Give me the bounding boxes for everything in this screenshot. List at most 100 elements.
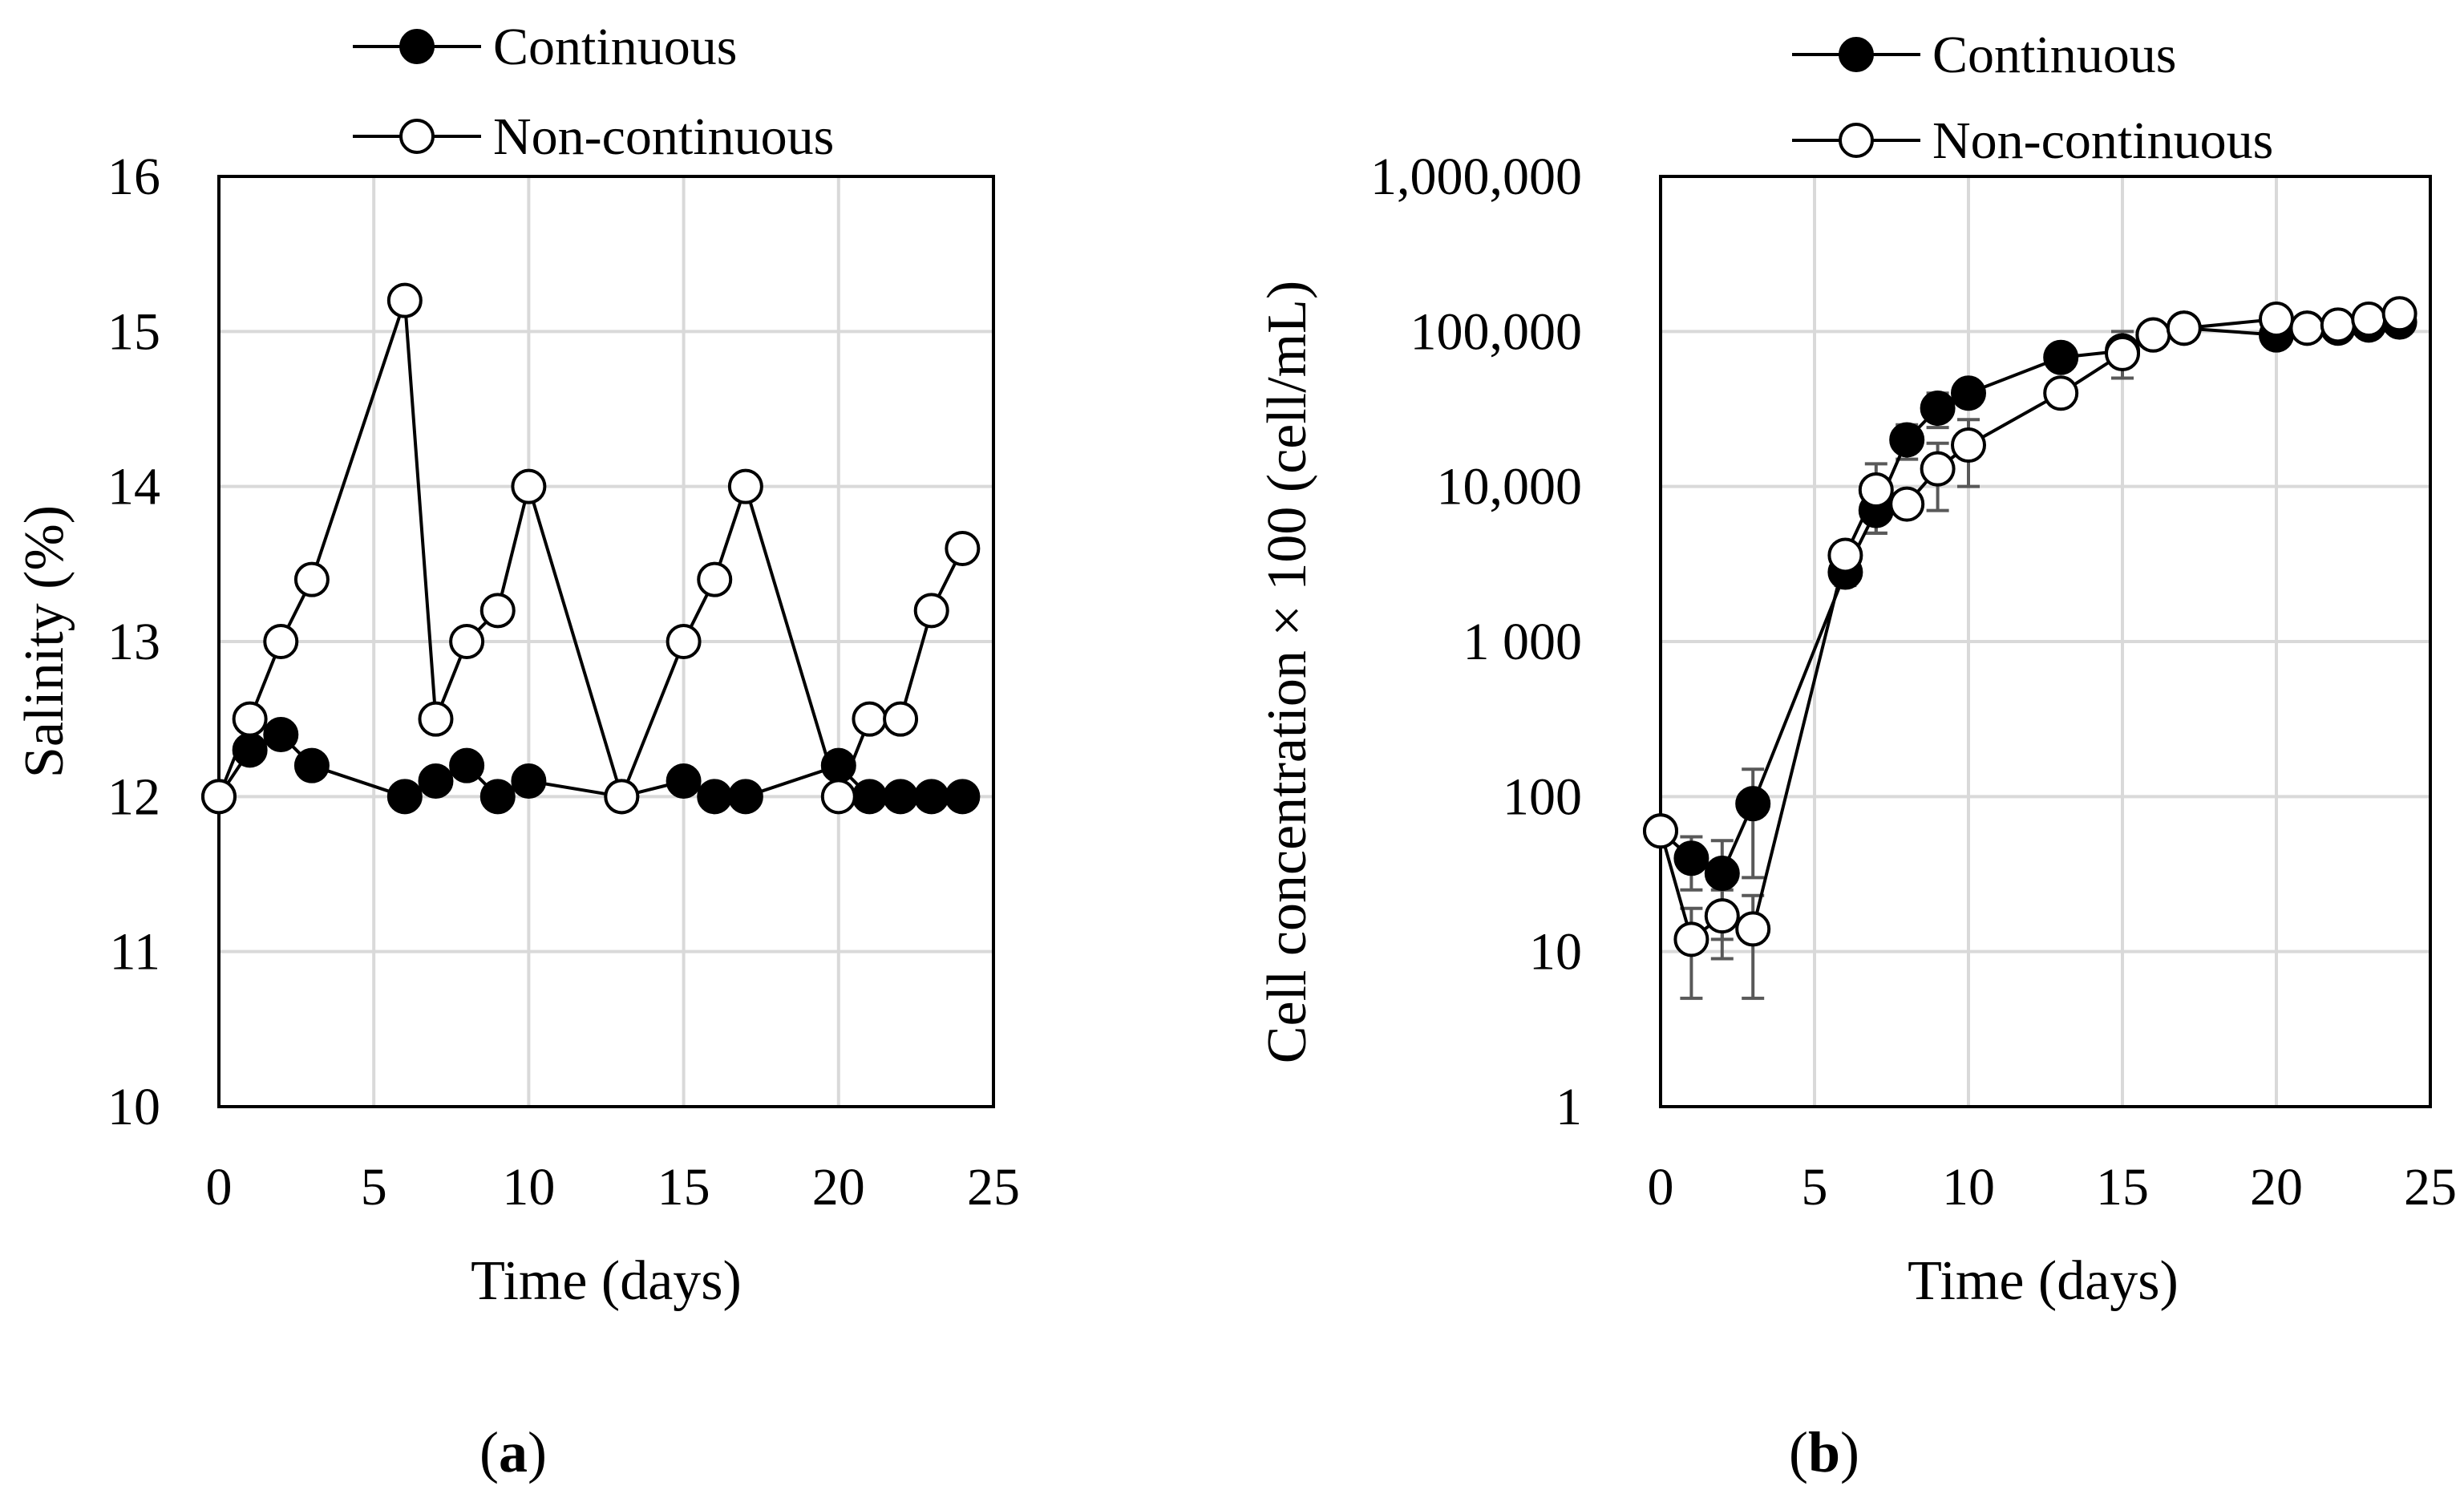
data-point-continuous [1920,391,1956,427]
legend-label-continuous: Continuous [1932,26,2176,84]
y-axis-label: Salinity (%) [14,505,75,778]
series-line-continuous [1659,320,2400,876]
data-point-non-continuous [1827,537,1863,573]
data-point-continuous [2043,339,2079,375]
data-point-non-continuous [1951,427,1986,464]
legend-label-continuous: Continuous [493,18,737,76]
y-tick-label: 1,000,000 [1370,148,1582,206]
data-point-continuous [293,747,330,783]
data-point-non-continuous [2105,335,2140,371]
cell-concentration-chart: 0 5 10 15 20 25 1 10 100 1 000 10,000 100,000 1,000,… [1256,26,2457,1484]
data-point-non-continuous [1920,451,1956,487]
data-point-non-continuous [449,624,485,659]
data-point-continuous [511,763,547,799]
panel-label-a-letter: a [499,1420,528,1484]
x-tick-label: 5 [361,1158,387,1217]
series-line-non-continuous [217,298,965,799]
y-tick-label: 10,000 [1437,458,1583,516]
plot-area-border [1659,175,2432,1108]
data-point-continuous [666,763,702,799]
data-point-continuous [1704,856,1740,892]
y-tick-label: 16 [107,148,160,206]
y-tick-label: 12 [107,767,160,826]
x-tick-label: 25 [967,1158,1020,1217]
data-point-non-continuous [386,282,423,318]
x-tick-label: 5 [1802,1158,1828,1217]
data-point-non-continuous [2166,310,2202,346]
panel-label-a: (a) [479,1420,547,1484]
x-tick-label: 25 [2404,1158,2457,1217]
y-tick-label: 13 [107,613,160,671]
y-axis-label: Cell concentration × 100 (cell/mL) [1256,281,1318,1063]
legend-label-non-continuous: Non-continuous [1932,111,2273,170]
legend-marker-continuous [1839,37,1874,72]
data-point-non-continuous [604,779,640,815]
data-point-continuous [945,779,981,815]
x-tick-label: 20 [2250,1158,2303,1217]
x-tick-label: 10 [1942,1158,1995,1217]
data-point-continuous [386,779,423,815]
data-point-continuous [232,732,268,768]
x-tick-label: 15 [657,1158,710,1217]
data-point-non-continuous [1704,898,1740,934]
data-point-non-continuous [2259,302,2294,338]
y-tick-label: 15 [107,302,160,361]
data-point-non-continuous [201,779,237,815]
legend-marker-non-continuous [1839,123,1874,158]
data-point-non-continuous [418,701,454,737]
data-point-non-continuous [913,593,949,629]
y-tick-label: 11 [109,923,160,982]
x-tick-label: 20 [812,1158,865,1217]
y-tick-label: 1 000 [1463,613,1583,671]
data-point-continuous [418,763,454,799]
salinity-chart: 0 5 10 15 20 25 10 11 12 13 14 15 16 Time (days) Sal… [14,18,1020,1484]
y-tick-label: 100 [1503,767,1582,826]
legend-marker-non-continuous [399,119,435,154]
data-series [201,282,981,815]
data-point-non-continuous [511,468,547,504]
data-point-non-continuous [2135,317,2171,353]
data-point-continuous [1673,840,1709,876]
data-point-non-continuous [945,531,981,566]
x-axis-label: Time (days) [471,1250,742,1312]
data-point-continuous [697,779,733,815]
y-tick-label: 10 [1529,923,1582,982]
data-point-continuous [449,747,485,783]
legend-label-non-continuous: Non-continuous [493,107,834,166]
data-point-continuous [1951,375,1986,411]
data-point-continuous [263,717,299,752]
data-point-non-continuous [2381,296,2417,332]
data-point-non-continuous [852,701,888,737]
data-point-non-continuous [2289,310,2325,346]
x-tick-label: 0 [1648,1158,1674,1217]
y-tick-label: 100,000 [1410,302,1583,361]
legend: Continuous Non-continuous [353,18,834,166]
data-series [1643,296,2417,1000]
x-tick-label: 0 [206,1158,233,1217]
data-point-non-continuous [2043,375,2079,411]
data-point-non-continuous [2351,302,2387,338]
data-point-non-continuous [293,561,330,597]
data-point-non-continuous [479,593,516,629]
data-point-continuous [479,779,516,815]
data-point-non-continuous [1673,921,1709,957]
data-point-non-continuous [1858,472,1894,508]
data-point-non-continuous [1643,813,1678,849]
series-line-non-continuous [1659,312,2400,941]
data-point-non-continuous [883,701,919,737]
data-point-continuous [852,779,888,815]
data-point-non-continuous [2320,307,2356,343]
data-point-non-continuous [727,468,763,504]
data-point-continuous [1735,786,1771,822]
legend-marker-continuous [399,29,435,64]
data-point-non-continuous [263,624,299,659]
x-tick-label: 10 [502,1158,555,1217]
data-point-continuous [883,779,919,815]
tick-labels: 0 5 10 15 20 25 1 10 100 1 000 10,000 100,000 1,000,… [1370,148,2457,1217]
panel-label-b: (b) [1789,1420,1859,1484]
y-tick-label: 1 [1556,1078,1582,1136]
legend: Continuous Non-continuous [1792,26,2273,170]
x-tick-label: 15 [2096,1158,2149,1217]
data-point-non-continuous [697,561,733,597]
